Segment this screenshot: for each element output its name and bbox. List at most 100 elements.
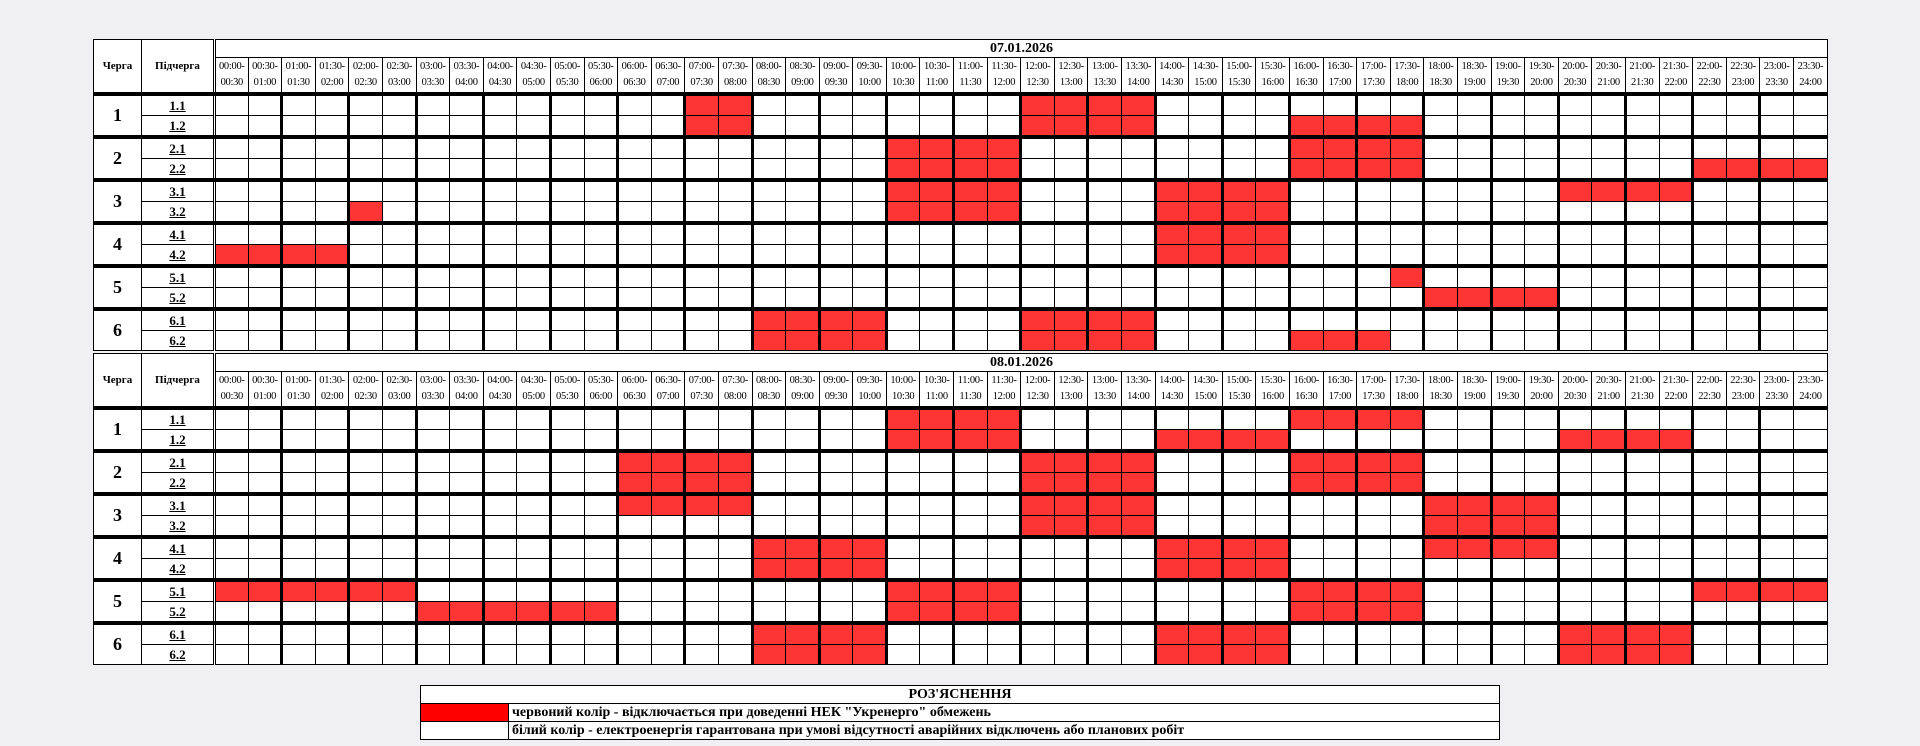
power-on-cell — [548, 330, 585, 351]
outage-cell — [1255, 221, 1290, 245]
power-on-cell — [1658, 515, 1694, 538]
subqueue-label[interactable]: 2.1 — [141, 135, 215, 159]
power-on-cell — [1121, 621, 1156, 645]
power-on-cell — [1658, 601, 1694, 624]
outage-cell — [683, 492, 719, 516]
subqueue-label[interactable]: 3.1 — [141, 492, 215, 516]
outage-cell — [852, 535, 887, 559]
power-on-cell — [548, 158, 585, 181]
time-slot-header: 23:00-23:30 — [1759, 371, 1794, 409]
power-on-cell — [717, 558, 753, 581]
power-on-cell — [817, 429, 854, 452]
outage-cell — [683, 449, 719, 473]
power-on-cell — [1725, 92, 1761, 116]
power-on-cell — [1691, 287, 1727, 310]
time-slot-header: 14:30-15:00 — [1188, 371, 1223, 409]
schedule-table-day-2: Черга Підчерга 08.01.2026 00:00-00:30 00:30-… — [93, 353, 1829, 665]
power-on-cell — [717, 201, 753, 224]
power-on-cell — [481, 472, 518, 495]
time-slot-header: 20:00-20:30 — [1557, 57, 1593, 95]
outage-cell — [1255, 558, 1290, 581]
subqueue-label[interactable]: 6.1 — [141, 621, 215, 645]
subqueue-label[interactable]: 6.1 — [141, 307, 215, 331]
power-on-cell — [1389, 330, 1425, 351]
outage-cell — [986, 201, 1022, 224]
power-on-cell — [683, 287, 719, 310]
power-on-cell — [616, 330, 652, 351]
subqueue-label[interactable]: 5.2 — [141, 601, 215, 624]
power-on-cell — [852, 221, 887, 245]
power-on-cell — [952, 449, 988, 473]
subqueue-label[interactable]: 1.2 — [141, 429, 215, 452]
outage-cell — [1053, 449, 1089, 473]
subqueue-label[interactable]: 6.2 — [141, 330, 215, 351]
time-slot-header: 03:00-03:30 — [415, 57, 451, 95]
power-on-cell — [1456, 158, 1492, 181]
power-on-cell — [414, 621, 451, 645]
outage-cell — [852, 307, 887, 331]
subqueue-label[interactable]: 2.2 — [141, 158, 215, 181]
queue-number: 3 — [93, 178, 142, 224]
power-on-cell — [314, 644, 350, 665]
subqueue-label[interactable]: 4.2 — [141, 558, 215, 581]
power-on-cell — [1591, 92, 1626, 116]
subqueue-label[interactable]: 5.1 — [141, 264, 215, 288]
subqueue-label[interactable]: 3.2 — [141, 201, 215, 224]
power-on-cell — [481, 201, 518, 224]
power-on-cell — [1220, 472, 1257, 495]
subqueue-label[interactable]: 6.2 — [141, 644, 215, 665]
power-on-cell — [650, 178, 686, 202]
power-on-cell — [1591, 515, 1626, 538]
power-on-cell — [449, 264, 484, 288]
power-on-cell — [1456, 406, 1492, 430]
power-on-cell — [650, 621, 686, 645]
power-on-cell — [583, 558, 619, 581]
subqueue-label[interactable]: 4.2 — [141, 244, 215, 267]
power-on-cell — [1623, 330, 1660, 351]
power-on-cell — [683, 515, 719, 538]
subqueue-label[interactable]: 1.2 — [141, 115, 215, 138]
subqueue-label[interactable]: 2.1 — [141, 449, 215, 473]
outage-cell — [449, 601, 484, 624]
subqueue-label[interactable]: 4.1 — [141, 535, 215, 559]
time-slot-header: 23:30-24:00 — [1792, 57, 1829, 95]
subqueue-label[interactable]: 5.1 — [141, 578, 215, 602]
subqueue-label[interactable]: 1.1 — [141, 92, 215, 116]
subqueue-label[interactable]: 2.2 — [141, 472, 215, 495]
outage-cell — [1322, 601, 1358, 624]
outage-cell — [213, 244, 249, 267]
subqueue-label[interactable]: 1.1 — [141, 406, 215, 430]
outage-cell — [1288, 135, 1324, 159]
outage-cell — [1153, 558, 1190, 581]
outage-cell — [1053, 330, 1089, 351]
power-on-cell — [986, 307, 1022, 331]
subqueue-label[interactable]: 4.1 — [141, 221, 215, 245]
power-on-cell — [919, 492, 955, 516]
power-on-cell — [1758, 535, 1794, 559]
subqueue-label[interactable]: 3.2 — [141, 515, 215, 538]
outage-cell — [1456, 515, 1492, 538]
queue-number: 2 — [93, 135, 142, 181]
power-on-cell — [683, 644, 719, 665]
power-on-cell — [1355, 92, 1391, 116]
power-on-cell — [750, 492, 787, 516]
outage-cell — [1658, 621, 1694, 645]
power-on-cell — [314, 472, 350, 495]
outage-cell — [1524, 515, 1559, 538]
outage-cell — [381, 578, 417, 602]
power-on-cell — [1725, 429, 1761, 452]
time-slot-header: 08:00-08:30 — [751, 57, 787, 95]
subqueue-label[interactable]: 5.2 — [141, 287, 215, 310]
power-on-cell — [1188, 492, 1223, 516]
power-on-cell — [750, 244, 787, 267]
time-slot-header: 17:30-18:00 — [1389, 371, 1425, 409]
time-slot-header: 20:30-21:00 — [1591, 57, 1626, 95]
power-on-cell — [952, 558, 988, 581]
power-on-cell — [852, 264, 887, 288]
outage-cell — [1355, 158, 1391, 181]
power-on-cell — [986, 244, 1022, 267]
outage-cell — [1355, 115, 1391, 138]
subqueue-row: 6 6.1 — [93, 621, 1829, 665]
outage-cell — [1188, 535, 1223, 559]
subqueue-label[interactable]: 3.1 — [141, 178, 215, 202]
